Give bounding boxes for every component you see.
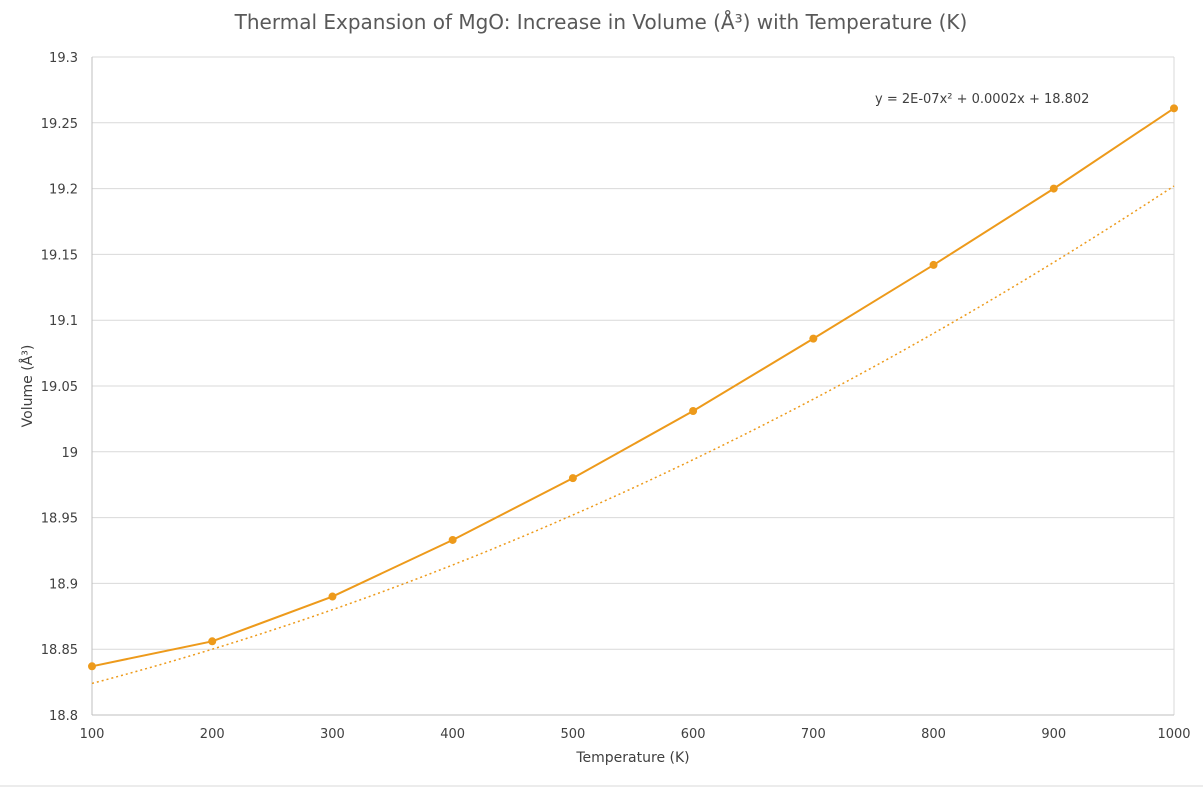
x-tick-label: 200 bbox=[200, 727, 225, 742]
gridlines bbox=[92, 56, 1175, 715]
x-tick-label: 900 bbox=[1041, 727, 1066, 742]
y-tick-label: 19.3 bbox=[49, 51, 78, 66]
data-point bbox=[448, 535, 457, 544]
data-point bbox=[568, 474, 577, 483]
series-line bbox=[91, 107, 1175, 668]
data-point bbox=[689, 407, 698, 416]
x-tick-label: 500 bbox=[560, 727, 585, 742]
data-point bbox=[208, 637, 217, 646]
y-tick-label: 19.2 bbox=[49, 183, 78, 198]
y-tick-label: 19.15 bbox=[41, 248, 78, 263]
x-tick-label: 800 bbox=[921, 727, 946, 742]
data-point bbox=[809, 334, 818, 343]
trendline bbox=[91, 185, 1175, 685]
x-tick-label: 300 bbox=[320, 727, 345, 742]
chart-title: Thermal Expansion of MgO: Increase in Vo… bbox=[234, 10, 968, 34]
y-tick-label: 19.05 bbox=[41, 380, 78, 395]
y-tick-label: 18.8 bbox=[49, 709, 78, 724]
x-tick-label: 1000 bbox=[1157, 727, 1190, 742]
x-axis-label: Temperature (K) bbox=[575, 750, 689, 766]
x-tick-label: 700 bbox=[801, 727, 826, 742]
data-points bbox=[88, 104, 1178, 671]
y-tick-label: 19.1 bbox=[49, 314, 78, 329]
x-tick-label: 100 bbox=[80, 727, 105, 742]
x-tick-label: 400 bbox=[440, 727, 465, 742]
y-tick-label: 19.25 bbox=[41, 117, 78, 132]
x-tick-label: 600 bbox=[681, 727, 706, 742]
y-tick-label: 19 bbox=[61, 446, 78, 461]
y-tick-label: 18.9 bbox=[49, 577, 78, 592]
y-tick-labels: 18.8 18.85 18.9 18.95 19 19.05 19.1 19.15 19.2 19… bbox=[41, 51, 78, 724]
data-point bbox=[1170, 104, 1178, 113]
y-tick-label: 18.95 bbox=[41, 512, 78, 527]
y-tick-label: 18.85 bbox=[41, 643, 78, 658]
x-tick-labels: 100 200 300 400 500 600 700 800 900 1000 bbox=[80, 727, 1191, 742]
trendline-equation: y = 2E-07x² + 0.0002x + 18.802 bbox=[875, 92, 1089, 107]
data-point bbox=[88, 662, 96, 671]
data-point bbox=[328, 592, 337, 601]
y-axis-label: Volume (Å³) bbox=[19, 345, 36, 428]
data-point bbox=[929, 260, 938, 269]
data-point bbox=[1049, 184, 1058, 193]
